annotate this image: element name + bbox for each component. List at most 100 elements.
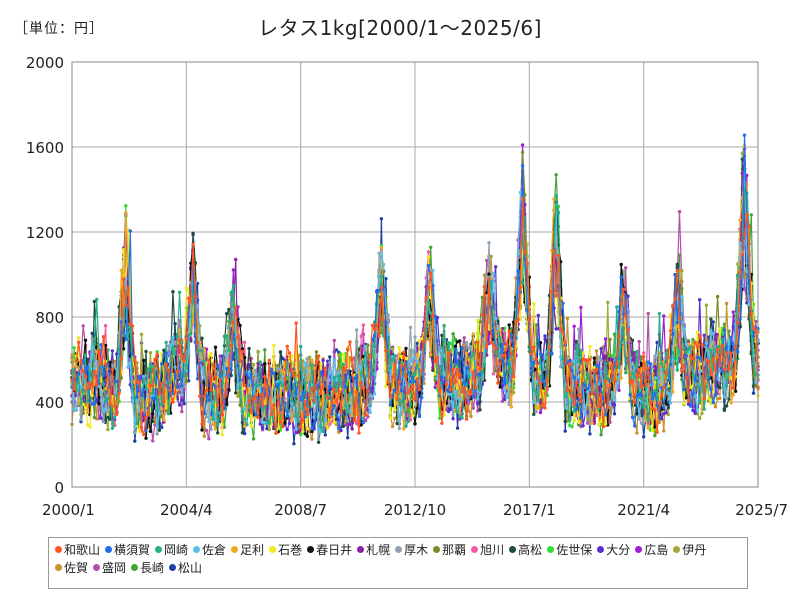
data-point — [585, 417, 590, 422]
data-point — [278, 350, 283, 354]
data-point — [682, 401, 686, 406]
data-point — [731, 393, 735, 397]
data-point — [563, 429, 567, 433]
data-point — [590, 421, 594, 425]
data-point — [637, 417, 641, 421]
data-point — [90, 393, 94, 397]
data-point — [359, 334, 363, 338]
data-point — [574, 339, 579, 344]
data-point — [469, 342, 473, 346]
data-point — [339, 428, 343, 433]
data-point — [722, 322, 727, 326]
data-point — [173, 332, 177, 336]
data-point — [316, 437, 321, 441]
data-point — [438, 416, 442, 420]
data-point — [81, 324, 85, 328]
data-point — [718, 386, 722, 390]
data-point — [579, 305, 583, 310]
data-point — [148, 351, 153, 355]
data-point — [375, 367, 379, 371]
data-point — [642, 435, 646, 439]
data-point — [337, 369, 341, 374]
data-point — [606, 300, 610, 305]
data-point — [572, 418, 576, 423]
data-point — [639, 421, 644, 425]
data-point — [299, 432, 303, 437]
data-point — [121, 347, 126, 351]
data-point — [151, 439, 155, 443]
data-point — [411, 414, 415, 418]
data-point — [467, 409, 471, 413]
data-point — [364, 418, 368, 423]
data-point — [411, 368, 415, 372]
data-point — [238, 403, 242, 407]
data-point — [534, 410, 538, 414]
data-point — [305, 427, 310, 431]
data-point — [155, 432, 159, 436]
data-point — [290, 419, 294, 423]
data-point — [740, 151, 744, 155]
data-point — [462, 343, 466, 347]
data-point — [242, 340, 247, 344]
data-point — [238, 323, 242, 328]
data-point — [189, 337, 193, 341]
data-point — [446, 409, 451, 414]
data-point — [86, 410, 90, 414]
data-point — [588, 432, 592, 436]
data-point — [90, 337, 94, 341]
data-point — [103, 408, 108, 412]
data-point — [321, 396, 325, 401]
data-point — [79, 417, 83, 422]
data-point — [532, 302, 536, 306]
data-point — [500, 399, 505, 404]
data-point — [285, 427, 289, 432]
data-point — [72, 346, 76, 350]
data-point — [119, 268, 124, 272]
data-point — [142, 358, 146, 363]
data-point — [379, 217, 384, 221]
data-point — [144, 349, 148, 354]
data-point — [543, 334, 547, 338]
data-point — [722, 408, 727, 412]
data-point — [200, 428, 204, 432]
data-point — [709, 317, 713, 321]
data-point — [281, 369, 285, 373]
data-point — [630, 338, 635, 342]
data-point — [588, 403, 592, 407]
data-point — [124, 211, 128, 215]
data-point — [695, 330, 700, 334]
data-point — [487, 272, 491, 276]
data-point — [305, 356, 310, 361]
data-point — [590, 395, 594, 399]
data-point — [509, 327, 514, 331]
data-point — [415, 352, 419, 357]
data-point — [234, 391, 238, 395]
data-point — [106, 415, 110, 419]
data-point — [485, 258, 489, 263]
data-point — [74, 408, 79, 412]
data-point — [139, 332, 144, 336]
data-point — [328, 419, 332, 423]
data-point — [148, 429, 153, 433]
data-point — [487, 241, 491, 245]
data-point — [536, 313, 540, 318]
data-point — [724, 301, 729, 306]
data-point — [247, 346, 251, 351]
data-point — [572, 324, 576, 328]
data-point — [361, 323, 366, 327]
data-point — [675, 324, 679, 329]
data-point — [577, 420, 581, 424]
data-point — [88, 425, 92, 429]
data-point — [137, 429, 141, 434]
data-point — [677, 210, 682, 214]
data-point — [440, 333, 444, 337]
data-point — [704, 303, 709, 307]
data-point — [729, 401, 733, 405]
data-point — [276, 363, 280, 367]
data-point — [101, 419, 106, 424]
data-point — [429, 352, 433, 357]
data-point — [225, 402, 229, 406]
data-point — [388, 416, 392, 420]
data-point — [592, 398, 596, 402]
data-point — [742, 275, 747, 279]
